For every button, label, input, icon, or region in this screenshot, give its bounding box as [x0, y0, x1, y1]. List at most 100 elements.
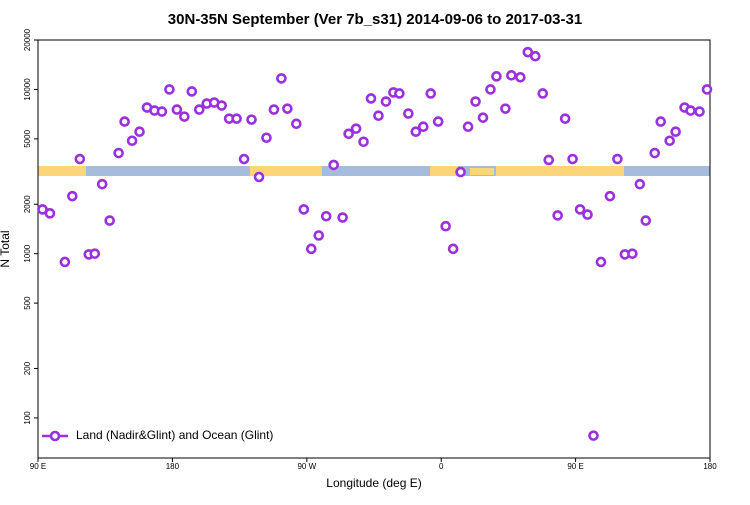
data-point: [655, 116, 667, 127]
data-point: [537, 88, 549, 99]
y-tick-label: 500: [23, 296, 32, 310]
data-point: [238, 153, 250, 165]
data-point: [403, 108, 414, 119]
data-point: [604, 190, 616, 202]
data-point: [231, 113, 242, 124]
data-point: [216, 100, 227, 111]
y-axis-label: N Total: [0, 230, 12, 267]
data-point: [343, 128, 354, 140]
data-point: [447, 243, 459, 255]
data-point: [328, 159, 339, 171]
data-point: [670, 126, 681, 137]
data-point: [337, 212, 348, 223]
data-point: [358, 136, 369, 148]
data-point: [276, 73, 287, 84]
land-ocean-strip: [38, 166, 710, 176]
data-point: [664, 135, 675, 147]
land-strip: [38, 166, 86, 176]
data-point: [685, 105, 696, 116]
data-point: [640, 215, 652, 226]
x-tick-label: 90 E: [30, 462, 46, 471]
data-point: [313, 230, 325, 241]
data-point: [417, 121, 429, 133]
y-tick-label: 1000: [23, 244, 32, 262]
data-point: [634, 178, 646, 190]
data-point: [462, 121, 474, 133]
plot-frame: [37, 39, 711, 459]
data-point: [305, 243, 317, 255]
data-point: [410, 126, 422, 137]
data-point: [491, 71, 502, 82]
data-point: [627, 248, 638, 259]
y-tick-label: 100: [23, 411, 32, 425]
data-point: [282, 103, 293, 114]
data-point: [171, 104, 183, 115]
data-point: [567, 153, 578, 165]
data-point: [500, 103, 511, 114]
legend-label: Land (Nadir&Glint) and Ocean (Glint): [76, 428, 273, 442]
x-tick-label: 90 E: [567, 462, 583, 471]
data-point: [529, 50, 541, 62]
y-tick-label: 200: [23, 361, 32, 375]
data-point: [291, 118, 302, 130]
data-point: [506, 70, 517, 81]
data-point: [126, 135, 138, 147]
x-tick-label: 90 W: [297, 462, 316, 471]
data-point: [559, 113, 571, 124]
data-point: [246, 114, 257, 125]
data-point: [394, 88, 405, 99]
x-tick-label: 180: [166, 462, 180, 471]
data-point: [113, 147, 124, 159]
data-point: [574, 204, 586, 215]
data-point: [186, 86, 198, 97]
data-point: [522, 46, 534, 58]
data-point: [74, 153, 86, 165]
data-point: [44, 208, 56, 219]
y-tick-label: 2000: [23, 195, 32, 213]
land-strip: [430, 166, 458, 176]
data-point: [164, 84, 175, 95]
chart-title: 30N-35N September (Ver 7b_s31) 2014-09-0…: [168, 11, 582, 28]
data-point: [694, 106, 705, 117]
data-point: [440, 220, 451, 232]
x-tick-label: 180: [703, 462, 717, 471]
legend-marker: [49, 430, 61, 442]
data-point: [350, 123, 362, 134]
data-point: [477, 112, 489, 123]
land-strip: [250, 166, 322, 176]
data-point: [320, 210, 332, 222]
data-point: [588, 430, 599, 441]
x-axis-label: Longitude (deg E): [326, 476, 421, 490]
data-point: [373, 110, 384, 121]
data-point: [649, 147, 661, 159]
land-strip: [496, 166, 624, 176]
data-point: [380, 96, 392, 107]
data-point: [582, 209, 593, 220]
data-point: [156, 106, 168, 117]
data-point: [365, 93, 377, 104]
data-point: [455, 166, 466, 178]
data-point: [298, 204, 310, 215]
data-point: [179, 111, 190, 122]
land-strip: [470, 168, 494, 175]
y-tick-label: 5000: [23, 129, 32, 147]
y-tick-label: 10000: [23, 78, 32, 101]
data-point: [485, 84, 496, 95]
data-point: [104, 215, 115, 226]
data-point: [67, 190, 78, 202]
data-point: [134, 126, 145, 137]
data-point: [612, 153, 623, 165]
data-point: [470, 96, 481, 107]
data-point: [59, 256, 71, 268]
data-point: [268, 104, 280, 115]
data-point: [425, 88, 437, 99]
y-tick-label: 20000: [23, 28, 32, 51]
data-point: [515, 71, 526, 83]
x-tick-label: 0: [439, 462, 444, 471]
data-point: [193, 104, 205, 115]
data-point: [432, 116, 444, 127]
data-point: [89, 248, 101, 259]
data-point: [701, 84, 713, 95]
